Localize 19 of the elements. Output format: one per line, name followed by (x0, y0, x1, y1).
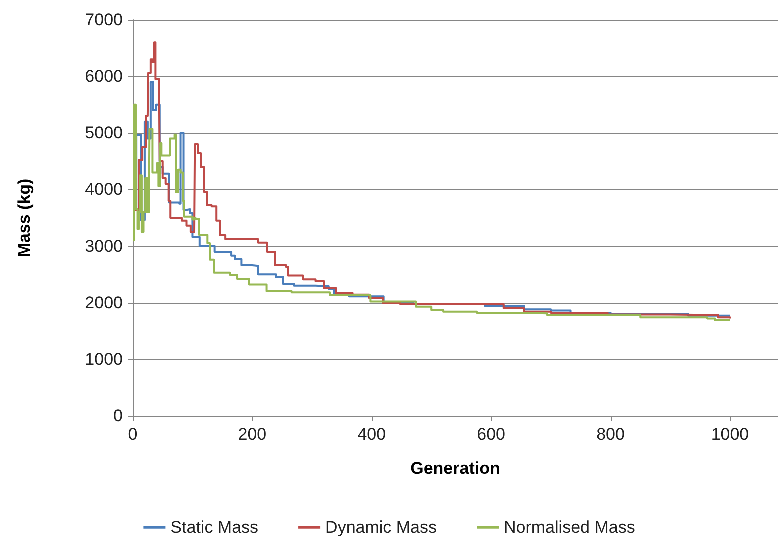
y-tick-label: 7000 (85, 10, 123, 30)
y-tick-label: 5000 (85, 124, 123, 143)
legend-label: Normalised Mass (504, 518, 636, 537)
y-tick-label: 3000 (85, 236, 123, 256)
y-tick-label: 6000 (85, 67, 123, 86)
x-tick-label: 800 (596, 425, 625, 444)
x-tick-label: 400 (358, 425, 386, 444)
x-axis-title: Generation (410, 459, 500, 478)
y-tick-label: 2000 (85, 293, 123, 312)
legend-label: Static Mass (170, 518, 259, 537)
x-tick-label: 1000 (711, 425, 750, 444)
x-tick-label: 600 (477, 425, 506, 444)
y-tick-label: 0 (114, 406, 123, 426)
y-tick-label: 1000 (85, 350, 123, 369)
y-tick-label: 4000 (85, 180, 123, 200)
legend-label: Dynamic Mass (326, 518, 438, 537)
y-axis-title: Mass (kg) (15, 178, 34, 258)
x-tick-label: 200 (238, 425, 267, 444)
x-tick-label: 0 (128, 425, 138, 444)
